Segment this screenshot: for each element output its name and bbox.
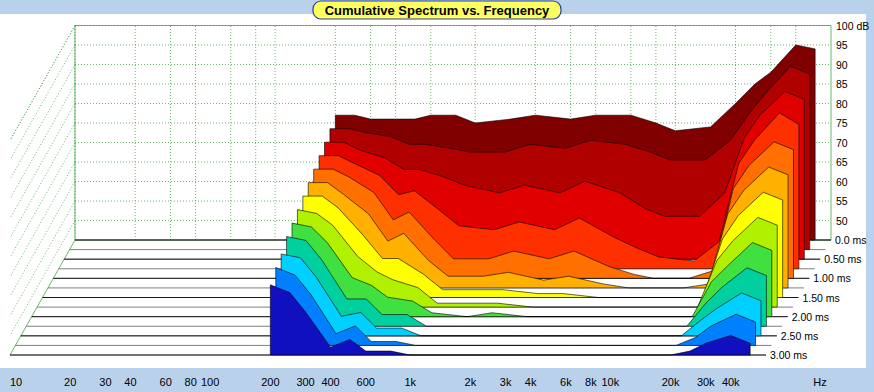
wall-grid-line [10, 104, 75, 219]
y-tick-label: 60 [836, 176, 848, 188]
x-grid-line [195, 26, 196, 241]
spectrum-slice [281, 254, 761, 336]
y-tick-label: 80 [836, 98, 848, 110]
y-tick-label: 55 [836, 195, 848, 207]
y-grid-line [75, 64, 831, 65]
wall-grid-line [10, 123, 75, 238]
x-tick-label: 10k [601, 376, 619, 388]
x-tick-label: 10 [10, 376, 22, 388]
y-tick-label: 65 [836, 156, 848, 168]
x-tick-label: 30 [99, 376, 111, 388]
time-tick-label: 0.50 ms [824, 253, 861, 265]
spectrum-slice [276, 267, 756, 345]
x-tick-label: 60 [160, 376, 172, 388]
time-tick-label: 0.0 ms [835, 234, 867, 246]
grid [10, 26, 831, 356]
wall-grid-line [10, 45, 75, 160]
x-tick-label: 8k [585, 376, 597, 388]
y-tick-label: 70 [836, 137, 848, 149]
wall-grid-line [10, 84, 75, 199]
wall-grid-line [10, 65, 75, 180]
x-tick-label: 40 [124, 376, 136, 388]
y-grid-line [75, 45, 831, 46]
x-grid-line [230, 26, 231, 241]
x-grid-line [275, 26, 276, 241]
slices [270, 45, 815, 355]
title-box [313, 1, 561, 19]
wall-grid-line [10, 26, 75, 141]
x-tick-label: 20 [64, 376, 76, 388]
time-tick-label: 2.50 ms [781, 330, 818, 342]
wall-grid-line [10, 162, 75, 277]
y-tick-label: 100 dB [836, 20, 869, 32]
x-tick-label: 1k [404, 376, 416, 388]
wall-grid-line [10, 143, 75, 258]
x-tick-label: 600 [357, 376, 375, 388]
y-tick-label: 85 [836, 78, 848, 90]
y-tick-label: 95 [836, 39, 848, 51]
time-tick-label: 1.00 ms [813, 272, 850, 284]
wall-frame [10, 26, 75, 141]
y-grid-line [75, 84, 831, 85]
time-tick-label: 2.00 ms [792, 311, 829, 323]
x-tick-label: 400 [321, 376, 339, 388]
x-axis-label: Hz [813, 376, 826, 388]
time-tick-label: 3.00 ms [770, 349, 807, 361]
wall-grid-line [10, 182, 75, 297]
x-tick-label: 4k [525, 376, 537, 388]
x-grid-line [255, 26, 256, 241]
y-tick-label: 75 [836, 117, 848, 129]
plot-background [0, 14, 866, 368]
x-tick-label: 100 [201, 376, 219, 388]
x-tick-label: 30k [697, 376, 715, 388]
wall-grid-line [10, 201, 75, 316]
spectrum-slice [270, 285, 750, 355]
y-tick-label: 50 [836, 215, 848, 227]
title: Cumulative Spectrum vs. Frequency [325, 3, 550, 18]
time-tick-label: 1.50 ms [803, 292, 840, 304]
x-tick-label: 3k [500, 376, 512, 388]
x-grid-line [170, 26, 171, 241]
y-grid-line [75, 103, 831, 104]
background [0, 0, 874, 392]
x-tick-label: 40k [722, 376, 740, 388]
x-tick-label: 6k [560, 376, 572, 388]
x-tick-label: 2k [465, 376, 477, 388]
x-grid-line [135, 26, 136, 241]
y-tick-label: 90 [836, 59, 848, 71]
x-tick-label: 20k [662, 376, 680, 388]
labels: 10 20 30 40 60 80 100 200 300 400 600 1k 2k 3k 4k 6k 8k 1… [10, 20, 869, 389]
chart: 10 20 30 40 60 80 100 200 300 400 600 1k 2k 3k 4k 6k 8k 1… [0, 0, 874, 392]
x-tick-label: 300 [296, 376, 314, 388]
x-tick-label: 80 [185, 376, 197, 388]
x-tick-label: 200 [261, 376, 279, 388]
